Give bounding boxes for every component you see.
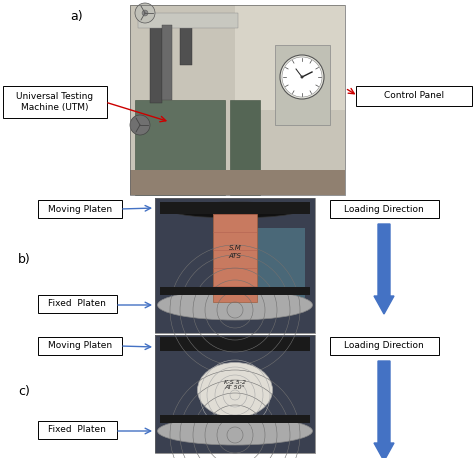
Text: Moving Platen: Moving Platen [48,205,112,213]
Bar [150,15,162,103]
Bar [162,25,172,100]
Ellipse shape [198,362,273,418]
FancyBboxPatch shape [38,421,117,439]
Bar [235,228,305,308]
Bar [155,335,315,453]
Bar [155,198,315,333]
Ellipse shape [157,290,312,320]
Text: Loading Direction: Loading Direction [344,205,424,213]
FancyBboxPatch shape [330,337,439,355]
Text: Universal Testing
Machine (UTM): Universal Testing Machine (UTM) [17,92,93,112]
Text: a): a) [70,10,82,23]
Circle shape [135,3,155,23]
Bar [213,232,257,233]
FancyBboxPatch shape [38,337,122,355]
Bar [135,100,225,195]
Circle shape [142,10,148,16]
Bar [235,5,345,109]
Text: b): b) [18,253,31,266]
FancyArrow shape [374,361,394,458]
Bar [160,415,310,423]
Text: Moving Platen: Moving Platen [48,342,112,350]
Circle shape [282,57,322,97]
Bar [160,337,310,351]
Bar [213,214,257,302]
Bar [155,335,315,453]
Bar [138,13,238,28]
Text: Loading Direction: Loading Direction [344,342,424,350]
Bar [130,5,345,195]
FancyBboxPatch shape [330,200,439,218]
Bar [160,202,310,214]
Bar [160,287,310,295]
Bar [213,214,257,215]
FancyBboxPatch shape [38,200,122,218]
Bar [230,100,260,195]
Bar [213,268,257,269]
FancyArrow shape [374,224,394,314]
FancyBboxPatch shape [38,295,117,313]
Bar [180,15,192,65]
Bar [130,5,345,195]
Text: S.M
ATS: S.M ATS [228,245,241,258]
Text: K-S 5-2
AT 50°: K-S 5-2 AT 50° [224,380,246,390]
Bar [155,198,315,333]
Circle shape [280,55,324,99]
Text: Control Panel: Control Panel [384,92,444,100]
Bar [130,170,345,195]
Bar [213,286,257,287]
FancyBboxPatch shape [356,86,472,106]
Text: c): c) [18,385,30,398]
Circle shape [301,76,303,78]
FancyBboxPatch shape [3,86,107,118]
Ellipse shape [157,417,312,445]
Circle shape [130,115,150,135]
Bar [275,45,330,125]
Bar [213,250,257,251]
Text: Fixed  Platen: Fixed Platen [48,425,106,435]
Ellipse shape [170,202,300,218]
Text: Fixed  Platen: Fixed Platen [48,300,106,309]
